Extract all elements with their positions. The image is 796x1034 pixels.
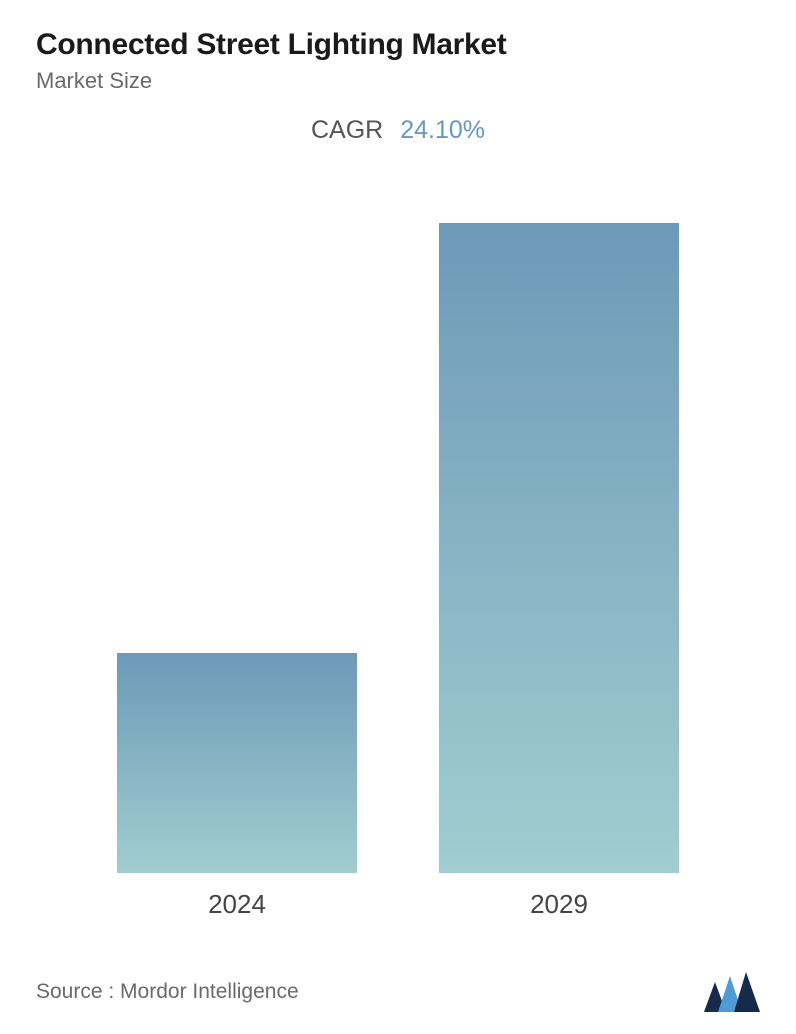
x-axis-label: 2029 (429, 889, 689, 920)
bars-container (36, 173, 760, 873)
bar (117, 653, 357, 873)
cagr-value: 24.10% (400, 116, 485, 144)
bar-wrapper (429, 223, 689, 873)
x-axis-label: 2024 (107, 889, 367, 920)
bar (439, 223, 679, 873)
cagr-container: CAGR 24.10% (36, 116, 760, 145)
chart-title: Connected Street Lighting Market (36, 28, 760, 62)
chart-plot-area (36, 173, 760, 873)
chart-footer: Source : Mordor Intelligence (36, 972, 760, 1012)
mordor-logo-icon (704, 972, 760, 1012)
bar-wrapper (107, 653, 367, 873)
source-text: Source : Mordor Intelligence (36, 980, 299, 1004)
cagr-label: CAGR (311, 116, 383, 144)
chart-subtitle: Market Size (36, 68, 760, 94)
x-axis-labels: 2024 2029 (36, 889, 760, 920)
